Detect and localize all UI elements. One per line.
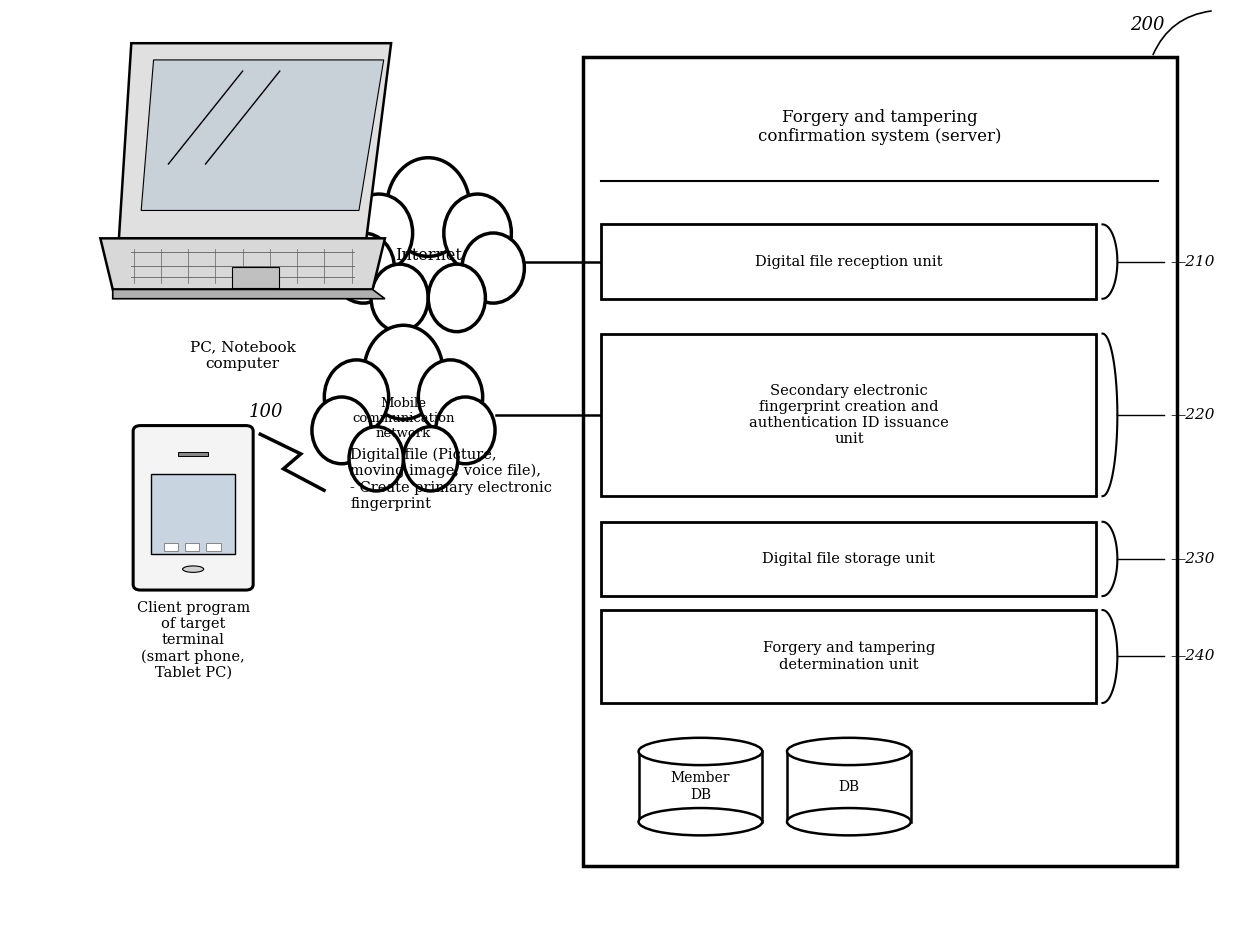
Ellipse shape	[418, 360, 482, 434]
Bar	[639, 751, 763, 822]
Bar	[601, 522, 1096, 596]
Ellipse shape	[387, 158, 470, 256]
Bar	[164, 543, 179, 551]
Text: Forgery and tampering
determination unit: Forgery and tampering determination unit	[763, 641, 935, 672]
Ellipse shape	[444, 194, 511, 272]
Text: Digital file storage unit: Digital file storage unit	[763, 552, 935, 566]
Bar	[601, 610, 1096, 703]
Ellipse shape	[363, 325, 443, 419]
Bar	[232, 267, 279, 288]
FancyBboxPatch shape	[133, 426, 253, 590]
Ellipse shape	[371, 264, 428, 332]
Text: —210: —210	[1171, 254, 1215, 268]
Text: Digital file reception unit: Digital file reception unit	[755, 254, 942, 268]
Ellipse shape	[312, 397, 371, 464]
Text: —240: —240	[1171, 650, 1215, 664]
Polygon shape	[113, 290, 384, 299]
Bar	[601, 225, 1096, 299]
Ellipse shape	[325, 360, 388, 434]
Ellipse shape	[403, 427, 458, 491]
Bar	[179, 452, 208, 456]
Ellipse shape	[787, 808, 910, 835]
Ellipse shape	[639, 738, 763, 765]
Text: Internet: Internet	[394, 247, 461, 264]
Text: Digital file (Picture,
moving image, voice file),
- Create primary electronic
fi: Digital file (Picture, moving image, voi…	[350, 447, 552, 511]
Bar	[151, 474, 236, 554]
Ellipse shape	[345, 194, 413, 272]
Bar	[601, 334, 1096, 496]
Ellipse shape	[348, 427, 403, 491]
Ellipse shape	[787, 738, 910, 765]
Text: 100: 100	[249, 404, 283, 421]
Text: PC, Notebook
computer: PC, Notebook computer	[190, 340, 295, 371]
Bar	[206, 543, 221, 551]
Ellipse shape	[428, 264, 485, 332]
Text: DB: DB	[838, 779, 859, 793]
Ellipse shape	[182, 566, 203, 572]
Polygon shape	[119, 43, 391, 239]
Ellipse shape	[463, 233, 525, 303]
Text: 90: 90	[336, 100, 358, 117]
Text: Forgery and tampering
confirmation system (server): Forgery and tampering confirmation syste…	[758, 108, 1002, 145]
Bar	[185, 543, 200, 551]
Ellipse shape	[332, 233, 394, 303]
Text: Secondary electronic
fingerprint creation and
authentication ID issuance
unit: Secondary electronic fingerprint creatio…	[749, 384, 949, 446]
Text: 200: 200	[1130, 16, 1164, 34]
Text: Mobile
communication
network: Mobile communication network	[352, 396, 455, 440]
Polygon shape	[100, 239, 384, 290]
Bar	[583, 57, 1177, 866]
Text: Member
DB: Member DB	[671, 772, 730, 802]
Bar	[787, 751, 910, 822]
Ellipse shape	[639, 808, 763, 835]
Text: Client program
of target
terminal
(smart phone,
Tablet PC): Client program of target terminal (smart…	[136, 601, 249, 680]
Polygon shape	[141, 60, 383, 211]
Text: —230: —230	[1171, 552, 1215, 566]
Ellipse shape	[435, 397, 495, 464]
Text: —220: —220	[1171, 408, 1215, 422]
